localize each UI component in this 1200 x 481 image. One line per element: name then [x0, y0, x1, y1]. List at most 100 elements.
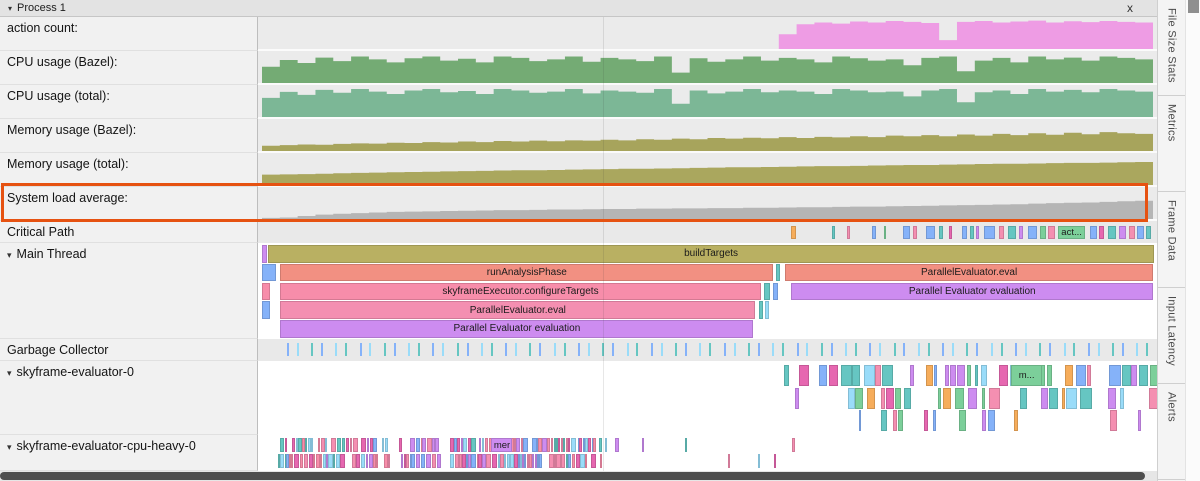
trace-slice[interactable]: [828, 365, 839, 386]
gc-tick[interactable]: [1146, 343, 1149, 356]
vertical-scrollbar[interactable]: [1185, 0, 1200, 481]
trace-slice[interactable]: [981, 387, 985, 409]
trace-slice[interactable]: [1109, 365, 1122, 386]
trace-slice[interactable]: [560, 453, 566, 468]
trace-slice[interactable]: [984, 226, 996, 239]
trace-slice[interactable]: [324, 438, 327, 452]
gc-tick[interactable]: [311, 343, 314, 356]
track-canvas-cpu-usage-total[interactable]: [258, 85, 1157, 119]
trace-slice[interactable]: [955, 387, 965, 409]
vertical-scrollbar-thumb[interactable]: [1188, 0, 1199, 13]
trace-slice[interactable]: [291, 438, 296, 452]
trace-slice[interactable]: [406, 453, 410, 468]
trace-slice[interactable]: [335, 453, 340, 468]
trace-slice[interactable]: [510, 453, 514, 468]
trace-slice[interactable]: [981, 365, 988, 386]
gc-tick[interactable]: [782, 343, 785, 356]
side-tab-frame-data[interactable]: Frame Data: [1158, 192, 1185, 288]
trace-slice[interactable]: ParallelEvaluator.eval: [280, 301, 756, 319]
trace-slice[interactable]: [773, 282, 778, 301]
process-header[interactable]: ▾ Process 1 x: [0, 0, 1157, 17]
collapse-arrow-icon[interactable]: ▾: [7, 250, 12, 260]
trace-slice[interactable]: [881, 410, 887, 431]
trace-slice[interactable]: [765, 301, 769, 319]
trace-slice[interactable]: [939, 226, 944, 239]
trace-slice[interactable]: [974, 365, 978, 386]
gc-tick[interactable]: [952, 343, 955, 356]
trace-slice[interactable]: [791, 438, 795, 452]
trace-slice[interactable]: [340, 453, 345, 468]
trace-slice[interactable]: [933, 365, 937, 386]
track-label-skyframe-evaluator-cpu-heavy-0[interactable]: ▾ skyframe-evaluator-cpu-heavy-0: [0, 435, 258, 471]
trace-slice[interactable]: [471, 453, 476, 468]
trace-slice[interactable]: skyframeExecutor.configureTargets: [280, 282, 761, 301]
trace-slice[interactable]: [1108, 387, 1117, 409]
gc-tick[interactable]: [1087, 343, 1090, 356]
trace-slice[interactable]: [642, 438, 645, 452]
gc-tick[interactable]: [1039, 343, 1042, 356]
trace-slice[interactable]: [1049, 387, 1058, 409]
trace-slice[interactable]: [460, 438, 463, 452]
trace-slice[interactable]: [1040, 226, 1046, 239]
trace-slice[interactable]: [547, 438, 551, 452]
trace-slice[interactable]: [320, 438, 325, 452]
trace-slice[interactable]: [1027, 226, 1038, 239]
trace-slice[interactable]: [949, 226, 953, 239]
track-canvas-system-load-average[interactable]: [258, 187, 1157, 221]
trace-slice[interactable]: [562, 438, 565, 452]
trace-slice[interactable]: [757, 453, 761, 468]
trace-slice[interactable]: [875, 365, 882, 386]
trace-slice[interactable]: [284, 453, 287, 468]
trace-slice[interactable]: [1048, 226, 1056, 239]
gc-tick[interactable]: [602, 343, 605, 356]
track-label-action-count[interactable]: action count:: [0, 17, 258, 51]
gc-tick[interactable]: [345, 343, 348, 356]
gc-tick[interactable]: [286, 343, 289, 356]
trace-slice[interactable]: [520, 438, 523, 452]
gc-tick[interactable]: [1136, 343, 1139, 356]
trace-slice[interactable]: [1062, 387, 1066, 409]
gc-tick[interactable]: [976, 343, 979, 356]
trace-slice[interactable]: [945, 365, 950, 386]
trace-slice[interactable]: [297, 438, 303, 452]
trace-slice[interactable]: buildTargets: [268, 245, 1154, 263]
trace-slice[interactable]: [852, 365, 861, 386]
trace-slice[interactable]: [450, 438, 454, 452]
trace-slice[interactable]: [532, 453, 535, 468]
trace-slice[interactable]: [582, 438, 585, 452]
trace-slice[interactable]: [295, 438, 298, 452]
trace-slice[interactable]: [883, 226, 887, 239]
trace-slice[interactable]: [880, 387, 885, 409]
trace-slice[interactable]: [523, 438, 529, 452]
trace-slice[interactable]: [450, 453, 455, 468]
track-canvas-skyframe-evaluator-0[interactable]: m...: [258, 361, 1157, 435]
trace-slice[interactable]: [847, 387, 855, 409]
gc-tick[interactable]: [685, 343, 688, 356]
trace-slice[interactable]: [372, 438, 377, 452]
trace-slice[interactable]: [479, 438, 482, 452]
gc-tick[interactable]: [335, 343, 338, 356]
trace-slice[interactable]: [286, 453, 290, 468]
trace-slice[interactable]: [375, 453, 378, 468]
gc-tick[interactable]: [393, 343, 396, 356]
trace-slice[interactable]: [367, 438, 369, 452]
trace-slice[interactable]: [758, 301, 764, 319]
trace-slice[interactable]: [492, 453, 497, 468]
gc-tick[interactable]: [660, 343, 663, 356]
trace-slice[interactable]: [1119, 226, 1126, 239]
trace-slice[interactable]: [599, 453, 603, 468]
trace-slice[interactable]: [289, 453, 292, 468]
trace-slice[interactable]: [515, 438, 520, 452]
gc-tick[interactable]: [709, 343, 712, 356]
trace-slice[interactable]: [925, 365, 933, 386]
trace-slice[interactable]: [320, 453, 323, 468]
trace-slice[interactable]: [280, 438, 285, 452]
gc-tick[interactable]: [927, 343, 930, 356]
gc-tick[interactable]: [699, 343, 702, 356]
trace-slice[interactable]: [1099, 226, 1104, 239]
trace-slice[interactable]: [372, 453, 376, 468]
gc-tick[interactable]: [1097, 343, 1100, 356]
gc-tick[interactable]: [369, 343, 372, 356]
trace-slice[interactable]: [898, 410, 903, 431]
trace-slice[interactable]: [349, 438, 353, 452]
